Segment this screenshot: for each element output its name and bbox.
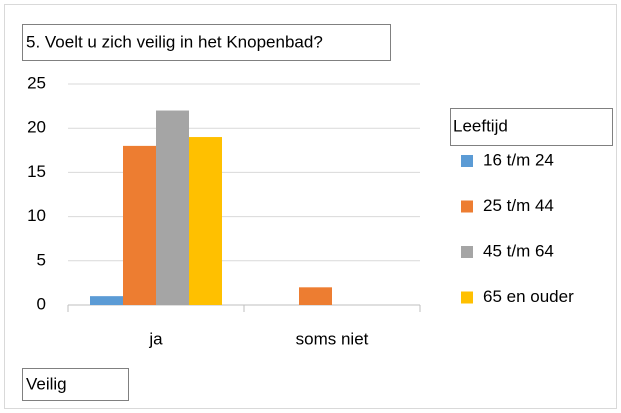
y-tick-label: 25 — [27, 73, 46, 92]
bar — [189, 137, 222, 305]
legend-swatch — [461, 155, 473, 167]
x-tick-label: soms niet — [296, 329, 369, 348]
bar — [299, 287, 332, 305]
x-label-box — [22, 368, 129, 401]
legend-label: 45 t/m 64 — [483, 241, 554, 260]
bar — [156, 110, 189, 306]
legend-swatch — [461, 200, 473, 213]
y-tick-label: 15 — [27, 162, 46, 181]
bar — [90, 296, 123, 305]
legend-label: 16 t/m 24 — [483, 150, 554, 169]
legend-swatch — [461, 291, 473, 304]
legend-label: 65 en ouder — [483, 287, 574, 306]
legend-swatch — [461, 246, 473, 258]
x-tick-label: ja — [148, 329, 163, 348]
chart-border — [4, 4, 617, 409]
chart-title: 5. Voelt u zich veilig in het Knopenbad? — [26, 32, 323, 51]
legend-title-box — [450, 108, 613, 146]
y-tick-label: 10 — [27, 206, 46, 225]
y-tick-label: 5 — [37, 250, 46, 269]
x-axis-label: Veilig — [26, 374, 67, 393]
legend-title: Leeftijd — [453, 116, 508, 135]
y-tick-label: 0 — [37, 294, 46, 313]
legend-label: 25 t/m 44 — [483, 196, 554, 215]
title-box — [22, 24, 391, 61]
y-tick-label: 20 — [27, 118, 46, 137]
bar — [123, 145, 156, 305]
